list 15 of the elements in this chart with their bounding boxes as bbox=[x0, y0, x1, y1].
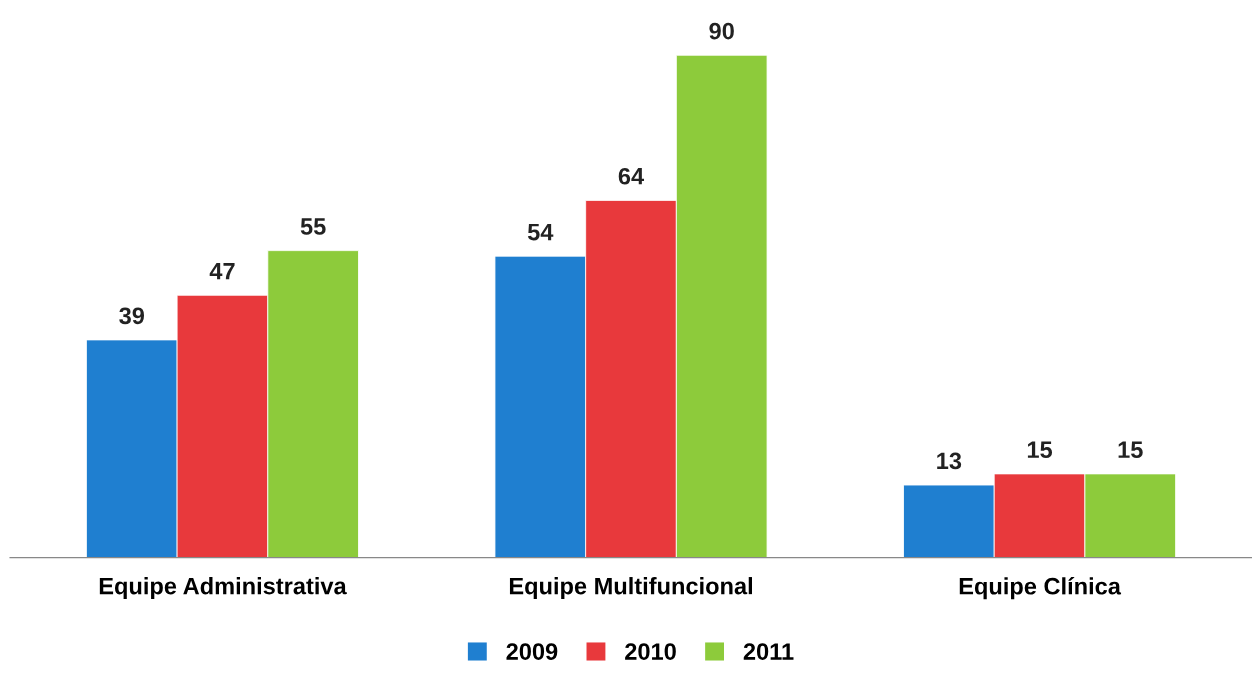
data-label: 15 bbox=[1027, 441, 1053, 459]
data-label: 47 bbox=[209, 263, 235, 280]
legend-label: 2009 bbox=[506, 643, 558, 660]
data-label: 90 bbox=[709, 22, 734, 40]
data-label: 55 bbox=[300, 218, 326, 235]
data-label: 13 bbox=[937, 452, 962, 470]
data-label: 39 bbox=[119, 307, 145, 325]
data-label: 15 bbox=[1118, 441, 1143, 459]
legend-label: 2011 bbox=[743, 643, 794, 660]
x-tick-label: Equipe Multifuncional bbox=[509, 577, 752, 600]
data-label: 64 bbox=[618, 167, 645, 185]
data-label: 54 bbox=[527, 223, 554, 241]
x-tick-label: Equipe Clínica bbox=[959, 577, 1122, 600]
legend-label: 2010 bbox=[625, 643, 676, 660]
x-tick-label: Equipe Administrativa bbox=[99, 577, 347, 600]
